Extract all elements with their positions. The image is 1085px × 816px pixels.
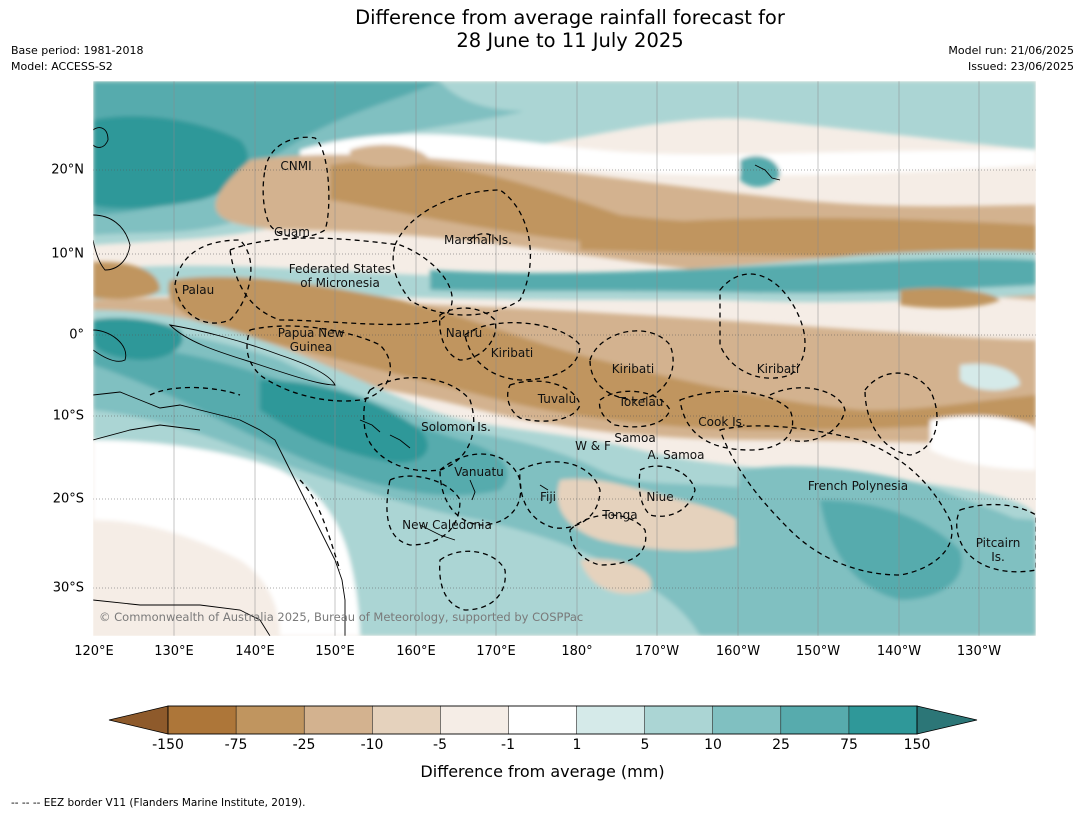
lat-label: 20°N xyxy=(51,162,84,178)
colorbar-segment xyxy=(508,705,578,735)
base-period: Base period: 1981-2018 xyxy=(11,44,144,57)
place-label-pitcairn: Pitcairn Is. xyxy=(976,536,1021,564)
place-label-guam: Guam xyxy=(274,225,310,239)
place-label-new-caledonia: New Caledonia xyxy=(402,518,492,532)
colorbar-segment xyxy=(576,705,646,735)
place-label-wf: W & F xyxy=(575,439,611,453)
place-label-palau: Palau xyxy=(181,283,215,297)
colorbar-high-extend xyxy=(916,705,978,735)
lat-label: 30°S xyxy=(52,580,84,596)
colorbar-segment xyxy=(780,705,850,735)
colorbar-tick-label: -1 xyxy=(501,737,515,753)
place-label-fsm: Federated States of Micronesia xyxy=(289,262,391,290)
lon-label: 140°W xyxy=(876,644,922,659)
colorbar-segment xyxy=(167,705,237,735)
place-label-kiribati-central: Kiribati xyxy=(611,362,655,376)
lon-label: 130°E xyxy=(154,644,194,659)
lon-label: 120°E xyxy=(74,644,114,659)
model-run: Model run: 21/06/2025 xyxy=(948,44,1074,57)
lat-label: 10°N xyxy=(51,246,84,262)
colorbar-low-extend xyxy=(108,705,169,735)
colorbar-title: Difference from average (mm) xyxy=(420,762,665,781)
place-label-kiribati-west: Kiribati xyxy=(490,346,534,360)
lon-label: 130°W xyxy=(956,644,1002,659)
colorbar-tick-label: 10 xyxy=(704,737,722,753)
pitcairn-line-2: Is. xyxy=(991,550,1005,564)
colorbar-segment xyxy=(235,705,305,735)
footnote: -- -- -- EEZ border V11 (Flanders Marine… xyxy=(11,797,306,809)
place-label-american-samoa: A. Samoa xyxy=(647,448,705,462)
lat-label: 20°S xyxy=(52,491,84,507)
place-label-cook: Cook Is. xyxy=(698,415,746,429)
fsm-line-2: of Micronesia xyxy=(300,276,380,290)
place-label-cnmi: CNMI xyxy=(280,159,312,173)
place-label-samoa: Samoa xyxy=(614,431,656,445)
colorbar-segment xyxy=(303,705,373,735)
colorbar-tick-label: 1 xyxy=(572,737,582,753)
colorbar xyxy=(108,705,978,735)
place-label-fiji: Fiji xyxy=(539,490,557,504)
place-label-kiribati-east: Kiribati xyxy=(756,362,800,376)
lon-label: 170°W xyxy=(634,644,680,659)
place-label-tokelau: Tokelau xyxy=(618,395,664,409)
graticule xyxy=(173,81,980,636)
lon-label: 150°E xyxy=(315,644,355,659)
latitude-lines xyxy=(93,169,1036,589)
eez-borders xyxy=(149,136,1036,611)
colorbar-segment xyxy=(372,705,442,735)
place-label-nauru: Nauru xyxy=(445,326,483,340)
place-label-french-polynesia: French Polynesia xyxy=(807,479,909,493)
issued-date: Issued: 23/06/2025 xyxy=(967,60,1074,73)
place-label-tonga: Tonga xyxy=(602,508,638,522)
colorbar-tick-label: 25 xyxy=(772,737,790,753)
colorbar-segment xyxy=(644,705,714,735)
lat-label: 10°S xyxy=(52,408,84,424)
place-label-niue: Niue xyxy=(646,490,674,504)
png-line-1: Papua New xyxy=(277,326,345,340)
place-label-vanuatu: Vanuatu xyxy=(454,465,504,479)
place-label-solomon: Solomon Is. xyxy=(421,420,491,434)
colorbar-tick-label: 75 xyxy=(840,737,858,753)
lon-label: 170°E xyxy=(476,644,516,659)
place-label-tuvalu: Tuvalu xyxy=(537,392,577,406)
title-line-1: Difference from average rainfall forecas… xyxy=(355,6,785,29)
colorbar-segment xyxy=(440,705,510,735)
pitcairn-line-1: Pitcairn xyxy=(975,536,1021,550)
place-label-marshall: Marshall Is. xyxy=(444,233,512,247)
lon-label: 160°E xyxy=(396,644,436,659)
colorbar-segment xyxy=(712,705,782,735)
colorbar-tick-label: -5 xyxy=(433,737,447,753)
copyright-notice: © Commonwealth of Australia 2025, Bureau… xyxy=(99,610,584,624)
title-line-2: 28 June to 11 July 2025 xyxy=(456,29,684,52)
colorbar-tick-label: 5 xyxy=(640,737,650,753)
place-label-png: Papua New Guinea xyxy=(278,326,345,354)
lon-label: 140°E xyxy=(235,644,275,659)
lat-label: 0° xyxy=(69,327,84,343)
colorbar-tick-label: -10 xyxy=(360,737,384,753)
lon-label: 150°W xyxy=(795,644,841,659)
rainfall-anomaly-field xyxy=(93,81,1036,636)
colorbar-frame xyxy=(167,705,918,735)
model-name: Model: ACCESS-S2 xyxy=(11,60,113,73)
coastlines xyxy=(93,127,781,636)
lon-label: 160°W xyxy=(715,644,761,659)
colorbar-tick-label: -150 xyxy=(152,737,184,753)
meta-left: Base period: 1981-2018 Model: ACCESS-S2 xyxy=(11,43,143,75)
colorbar-tick-label: 150 xyxy=(903,737,931,753)
png-line-2: Guinea xyxy=(289,340,333,354)
colorbar-tick-label: -25 xyxy=(292,737,316,753)
lon-label: 180° xyxy=(561,644,593,659)
meta-right: Model run: 21/06/2025 Issued: 23/06/2025 xyxy=(948,43,1074,75)
map-title: Difference from average rainfall forecas… xyxy=(0,6,1085,52)
colorbar-tick-label: -75 xyxy=(224,737,248,753)
fsm-line-1: Federated States xyxy=(288,262,392,276)
colorbar-segment xyxy=(848,705,918,735)
